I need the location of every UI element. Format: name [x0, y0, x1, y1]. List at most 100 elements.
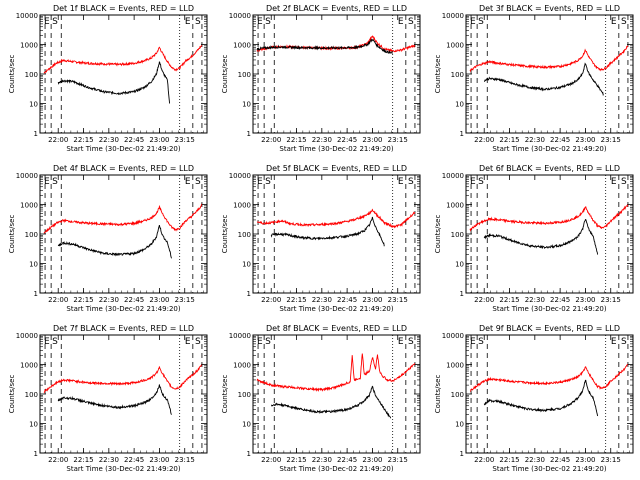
x-tick-label: 22:45 — [550, 136, 570, 144]
y-axis-label: Counts/sec — [221, 55, 229, 94]
lld-series-line — [256, 208, 416, 229]
interval-marker-label: E — [470, 177, 476, 187]
x-tick-label: 22:30 — [99, 136, 119, 144]
y-tick-label: 100 — [238, 391, 251, 399]
y-tick-label: 100 — [25, 71, 38, 79]
x-tick-label: 22:00 — [474, 136, 494, 144]
interval-marker-label: E — [257, 177, 263, 187]
y-tick-label: 1 — [34, 290, 38, 298]
x-tick-label: 22:30 — [99, 456, 119, 464]
interval-marker-label: E — [44, 177, 50, 187]
y-tick-label: 10 — [242, 421, 251, 429]
interval-marker-label: E — [44, 17, 50, 27]
lld-series-line — [469, 45, 629, 73]
y-tick-label: 1 — [460, 450, 464, 458]
y-axis-label: Counts/sec — [434, 375, 442, 414]
events-series-line — [57, 384, 172, 415]
interval-marker-label: E — [185, 337, 191, 347]
y-tick-label: 100 — [238, 231, 251, 239]
y-tick-label: 100 — [451, 71, 464, 79]
y-tick-label: 10 — [29, 421, 38, 429]
interval-marker-label: S — [478, 337, 484, 347]
x-axis-label: Start Time (30-Dec-02 21:49:20) — [492, 305, 606, 313]
interval-marker-label: S — [408, 17, 414, 27]
interval-marker-label: E — [185, 17, 191, 27]
x-tick-label: 22:15 — [286, 296, 306, 304]
plot-frame — [252, 334, 421, 454]
x-tick-label: 22:00 — [474, 456, 494, 464]
interval-marker-label: S — [621, 177, 627, 187]
x-tick-label: 22:15 — [499, 296, 519, 304]
x-axis-label: Start Time (30-Dec-02 21:49:20) — [66, 465, 180, 473]
events-series-line — [270, 385, 392, 419]
x-tick-label: 22:45 — [337, 136, 357, 144]
x-tick-label: 22:30 — [525, 296, 545, 304]
interval-marker-label: S — [621, 17, 627, 27]
x-tick-label: 23:15 — [388, 296, 408, 304]
plot-frame — [39, 14, 208, 134]
y-tick-label: 10000 — [16, 12, 38, 20]
x-tick-label: 22:15 — [73, 296, 93, 304]
interval-marker-label: S — [265, 17, 271, 27]
chart-panel-9: Det 9f BLACK = Events, RED = LLD 1 10 100 10… — [434, 324, 634, 473]
chart-title: Det 6f BLACK = Events, RED = LLD — [479, 164, 620, 173]
chart-title: Det 2f BLACK = Events, RED = LLD — [266, 4, 407, 13]
chart-title: Det 4f BLACK = Events, RED = LLD — [53, 164, 194, 173]
plot-frame — [465, 14, 634, 134]
y-tick-label: 1000 — [20, 362, 38, 370]
y-tick-label: 10 — [455, 421, 464, 429]
interval-marker-label: S — [265, 177, 271, 187]
x-tick-label: 22:30 — [525, 136, 545, 144]
chart-panel-1: Det 1f BLACK = Events, RED = LLD 1 10 100 10… — [8, 4, 208, 153]
y-tick-label: 1 — [247, 450, 251, 458]
y-tick-label: 1000 — [20, 42, 38, 50]
x-axis-label: Start Time (30-Dec-02 21:49:20) — [279, 305, 393, 313]
y-tick-label: 10000 — [229, 172, 251, 180]
y-tick-label: 10 — [29, 261, 38, 269]
events-series-line — [57, 224, 173, 259]
y-axis-label: Counts/sec — [8, 375, 16, 414]
y-tick-label: 10 — [29, 101, 38, 109]
lld-series-line — [43, 44, 203, 74]
interval-marker-label: S — [478, 177, 484, 187]
x-tick-label: 22:00 — [48, 136, 68, 144]
interval-marker-label: E — [257, 337, 263, 347]
lld-series-line — [469, 363, 629, 392]
x-tick-label: 22:30 — [312, 456, 332, 464]
interval-marker-label: E — [398, 177, 404, 187]
interval-marker-label: E — [611, 17, 617, 27]
interval-marker-label: S — [195, 337, 201, 347]
y-tick-label: 1 — [34, 450, 38, 458]
y-tick-label: 100 — [25, 391, 38, 399]
y-tick-label: 1000 — [233, 202, 251, 210]
interval-marker-label: S — [408, 177, 414, 187]
y-tick-label: 1000 — [233, 42, 251, 50]
x-tick-label: 23:15 — [175, 136, 195, 144]
y-tick-label: 1 — [247, 130, 251, 138]
interval-marker-label: E — [470, 17, 476, 27]
interval-marker-label: S — [52, 177, 58, 187]
y-tick-label: 10 — [455, 261, 464, 269]
events-series-line — [483, 379, 599, 417]
interval-marker-label: S — [265, 337, 271, 347]
events-series-line — [57, 61, 171, 104]
chart-panel-4: Det 4f BLACK = Events, RED = LLD 1 10 100 10… — [8, 164, 208, 313]
y-tick-label: 10 — [455, 101, 464, 109]
chart-panel-5: Det 5f BLACK = Events, RED = LLD 1 10 100 10… — [221, 164, 421, 313]
lld-series-line — [43, 203, 203, 234]
x-tick-label: 23:15 — [175, 456, 195, 464]
x-tick-label: 22:45 — [124, 296, 144, 304]
x-tick-label: 23:00 — [575, 456, 595, 464]
interval-marker-label: E — [398, 17, 404, 27]
x-tick-label: 22:45 — [124, 136, 144, 144]
x-tick-label: 23:00 — [362, 136, 382, 144]
x-tick-label: 23:15 — [175, 296, 195, 304]
x-tick-label: 22:30 — [312, 136, 332, 144]
y-tick-label: 10000 — [442, 12, 464, 20]
chart-title: Det 3f BLACK = Events, RED = LLD — [479, 4, 620, 13]
events-series-line — [270, 216, 385, 247]
events-series-line — [256, 38, 393, 54]
y-axis-label: Counts/sec — [221, 375, 229, 414]
y-tick-label: 10000 — [16, 172, 38, 180]
